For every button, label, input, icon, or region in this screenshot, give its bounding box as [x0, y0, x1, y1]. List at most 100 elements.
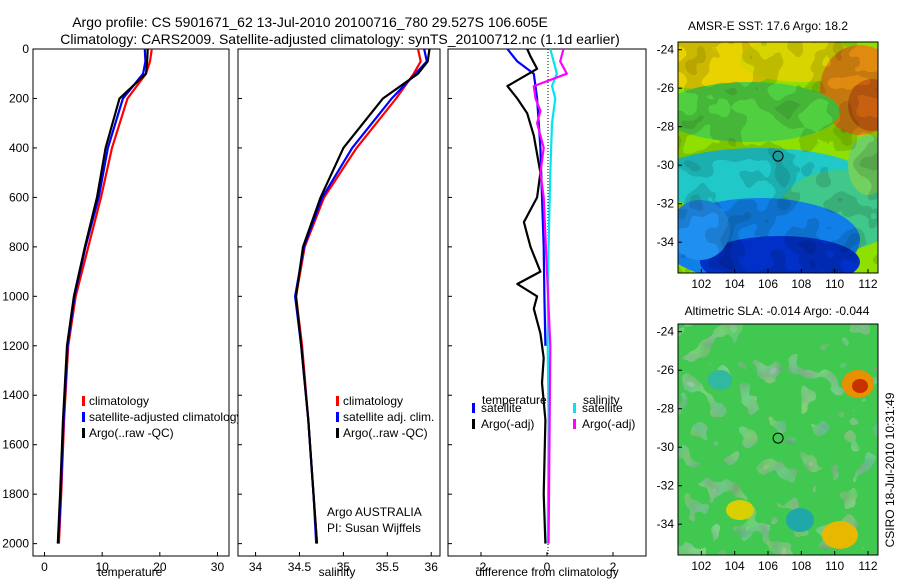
sla-low-patch	[708, 370, 732, 390]
legend-swatch	[336, 396, 339, 406]
sla-high-patch	[822, 521, 858, 549]
sla-high-patch	[726, 500, 754, 520]
sla-map-frame	[677, 323, 879, 556]
x-tick-label: 0	[41, 560, 48, 574]
sla-high-patch	[852, 379, 868, 393]
legend-swatch	[336, 428, 339, 438]
sla-low-patch	[786, 508, 814, 532]
x-tick-label: 35	[337, 560, 351, 574]
depth-tick-label: 2000	[2, 537, 29, 551]
legend-entry: Argo(..raw -QC)	[343, 426, 428, 440]
longitude-tick-label: 112	[858, 559, 877, 573]
longitude-tick-label: 104	[725, 277, 745, 291]
salinity-x-label: salinity	[319, 565, 356, 579]
depth-tick-label: 1600	[2, 438, 29, 452]
depth-tick-label: 1800	[2, 487, 29, 501]
latitude-tick-label: -34	[657, 517, 675, 531]
salinity-legend: climatology satellite adj. clim. Argo(..ra…	[336, 394, 434, 440]
temperature-profile-panel: 0 200 400 600 800 1000 1200 1400 1600 1800 2000 0 1…	[2, 42, 242, 579]
longitude-tick-label: 112	[858, 277, 877, 291]
longitude-tick-label: 102	[691, 277, 711, 291]
salinity-profile-panel: 34 34.5 35 35.5 36 salinity climatology satel…	[237, 48, 441, 579]
longitude-tick-label: 108	[791, 559, 811, 573]
sla-texture	[678, 324, 878, 555]
legend-group-title: salinity	[583, 393, 620, 407]
temperature-legend: climatology satellite-adjusted climatolog…	[82, 394, 242, 440]
difference-legend: temperature salinitysatelliteArgo(-adj)sa…	[472, 393, 635, 431]
longitude-tick-label: 102	[691, 559, 711, 573]
argo-position-marker	[772, 150, 784, 162]
series-line-temperature-argo-adj	[506, 48, 547, 544]
sst-map-panel: AMSR-E SST: 17.6 Argo: 18.2 102 104 106 108…	[657, 19, 879, 291]
legend-group-title: temperature	[482, 393, 547, 407]
legend-swatch	[82, 412, 85, 422]
sla-map-title: Altimetric SLA: -0.014 Argo: -0.044	[685, 304, 870, 318]
legend-swatch	[82, 428, 85, 438]
longitude-tick-label: 110	[825, 559, 844, 573]
sst-map-frame	[677, 41, 879, 274]
sst-latitude-axis: -24 -26 -28 -30 -32 -34	[657, 43, 682, 249]
x-tick-label: 34	[249, 560, 263, 574]
depth-tick-label: 1200	[2, 339, 29, 353]
legend-entry: climatology	[343, 394, 403, 408]
temperature-axes-frame	[32, 48, 230, 557]
legend-entry: climatology	[89, 394, 149, 408]
depth-tick-label: 400	[9, 141, 29, 155]
x-tick-label: 0	[544, 560, 551, 574]
x-tick-label: -2	[476, 560, 487, 574]
legend-entry: Argo(-adj)	[582, 417, 635, 431]
x-tick-label: 34.5	[288, 560, 312, 574]
depth-tick-label: 0	[22, 42, 29, 56]
longitude-tick-label: 106	[758, 559, 778, 573]
x-tick-label: 2	[610, 560, 617, 574]
difference-x-axis: -2 0 2	[476, 552, 617, 574]
depth-tick-label: 600	[9, 190, 29, 204]
depth-tick-label: 800	[9, 240, 29, 254]
series-line-argo-raw-qc	[294, 48, 431, 544]
longitude-tick-label: 110	[825, 277, 844, 291]
legend-entry: satellite-adjusted climatology	[89, 410, 242, 424]
sst-texture	[678, 42, 878, 273]
longitude-tick-label: 104	[725, 559, 745, 573]
series-line-salinity-argo-adj	[532, 48, 568, 544]
temperature-x-axis: 0 10 20 30	[41, 552, 224, 574]
salinity-axes-frame	[237, 48, 441, 557]
x-tick-label: 36	[425, 560, 439, 574]
latitude-tick-label: -24	[657, 43, 675, 57]
latitude-tick-label: -30	[657, 158, 675, 172]
depth-tick-label: 1400	[2, 388, 29, 402]
x-tick-label: 30	[211, 560, 225, 574]
float-pi-annotation: PI: Susan Wijffels	[327, 521, 421, 535]
legend-entry: satellite	[582, 401, 623, 415]
series-line-salinity-satellite	[546, 48, 559, 544]
legend-entry: Argo(..raw -QC)	[89, 426, 174, 440]
depth-axis: 0 200 400 600 800 1000 1200 1400 1600 1800 2000	[2, 42, 37, 551]
salinity-x-axis: 34 34.5 35 35.5 36	[249, 552, 438, 574]
sla-latitude-axis: -24 -26 -28 -30 -32 -34	[657, 325, 682, 531]
temperature-x-label: temperature	[98, 565, 163, 579]
figure-title-line1: Argo profile: CS 5901671_62 13-Jul-2010 …	[72, 14, 548, 30]
legend-swatch	[472, 403, 475, 413]
depth-tick-label: 1000	[2, 289, 29, 303]
latitude-tick-label: -26	[657, 81, 675, 95]
sst-map-title: AMSR-E SST: 17.6 Argo: 18.2	[688, 19, 848, 33]
sst-longitude-axis: 102 104 106 108 110 112	[691, 269, 878, 291]
series-line-temperature-satellite	[506, 48, 547, 346]
legend-entry: satellite adj. clim.	[343, 410, 434, 424]
x-tick-label: 35.5	[376, 560, 400, 574]
difference-profile-panel: -2 0 2 difference from climatology tempera…	[447, 48, 647, 579]
series-line-argo-raw-qc	[56, 48, 149, 544]
csiro-timestamp: CSIRO 18-Jul-2010 10:31:49	[883, 392, 897, 547]
longitude-tick-label: 106	[758, 277, 778, 291]
sla-longitude-axis: 102 104 106 108 110 112	[691, 551, 878, 573]
latitude-tick-label: -32	[657, 479, 675, 493]
float-owner-annotation: Argo AUSTRALIA	[327, 505, 422, 519]
latitude-tick-label: -32	[657, 197, 675, 211]
longitude-tick-label: 108	[791, 277, 811, 291]
latitude-tick-label: -24	[657, 325, 675, 339]
latitude-tick-label: -30	[657, 440, 675, 454]
difference-x-label: difference from climatology	[475, 565, 618, 579]
latitude-tick-label: -28	[657, 120, 675, 134]
legend-swatch	[82, 396, 85, 406]
